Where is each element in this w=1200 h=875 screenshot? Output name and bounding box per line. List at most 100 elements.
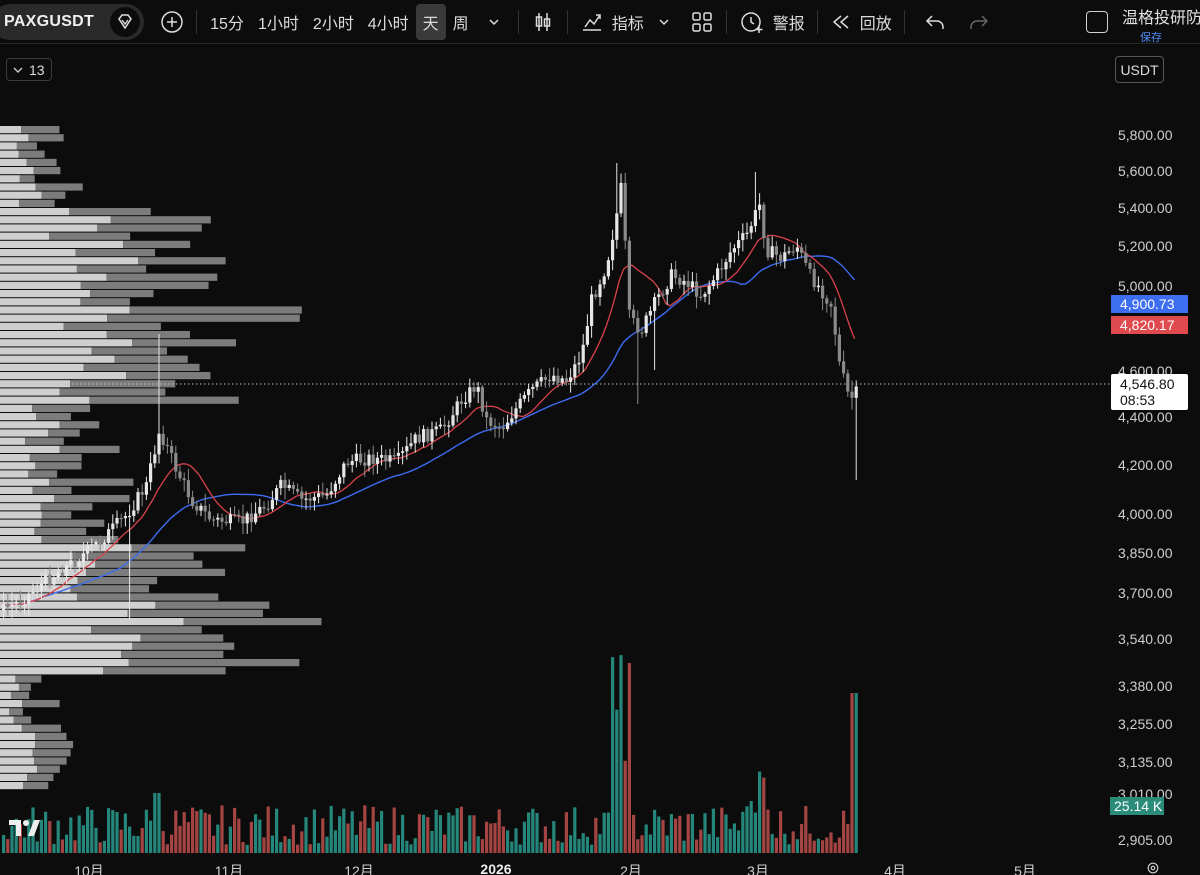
volume-bar	[615, 709, 619, 853]
candle-body	[833, 306, 837, 335]
volume-bar	[707, 834, 711, 853]
replay-button[interactable]: 回放	[824, 4, 898, 40]
volume-bar	[590, 844, 594, 853]
volume-profile-row	[10, 691, 30, 699]
volume-bar	[758, 771, 762, 853]
diamond-icon[interactable]	[110, 6, 141, 37]
add-symbol-button[interactable]	[154, 4, 190, 40]
volume-bar	[459, 806, 463, 853]
volume-bar	[724, 814, 728, 853]
tradingview-logo[interactable]	[9, 818, 45, 843]
volume-bar	[619, 655, 623, 853]
candle-body	[338, 477, 342, 484]
candle-body	[308, 498, 312, 501]
volume-bar	[338, 816, 342, 853]
layout-square-icon[interactable]	[1086, 11, 1108, 33]
volume-profile-row	[0, 708, 10, 716]
currency-selector[interactable]: USDT	[1115, 56, 1164, 83]
volume-profile-row	[0, 331, 107, 339]
volume-bar	[506, 830, 510, 853]
volume-bar	[493, 823, 497, 853]
undo-button[interactable]	[917, 4, 953, 40]
volume-bar	[216, 824, 220, 853]
save-link[interactable]: 保存	[1140, 32, 1162, 44]
volume-bar	[632, 814, 636, 853]
volume-profile-row	[40, 519, 105, 527]
candle-body	[783, 252, 787, 262]
candle-body	[611, 239, 615, 261]
volume-profile-row	[126, 372, 211, 380]
candle-body	[207, 511, 211, 520]
timeframe-2h[interactable]: 2小时	[312, 15, 354, 33]
brand-area[interactable]: 温格投研防 保存	[1122, 4, 1200, 45]
candle-body	[758, 204, 762, 211]
volume-profile-row	[75, 249, 156, 257]
volume-tag: 25.14 K	[1110, 797, 1164, 815]
timeframe-1h[interactable]: 1小时	[257, 15, 299, 33]
volume-bar	[527, 812, 531, 853]
candle-body	[287, 484, 291, 489]
volume-profile-row	[41, 191, 66, 199]
indicators-dropdown[interactable]	[650, 4, 678, 40]
timeframe-4h[interactable]: 4小时	[367, 15, 409, 33]
volume-bar	[354, 834, 358, 853]
timeframe-15m[interactable]: 15分	[210, 15, 244, 33]
volume-bar	[296, 844, 300, 853]
candle-body	[850, 391, 854, 398]
volume-profile-row	[32, 404, 91, 412]
candle-body	[846, 373, 850, 392]
volume-bar	[678, 815, 682, 853]
volume-bar	[598, 834, 602, 853]
volume-bar	[191, 807, 195, 853]
volume-profile-row	[0, 568, 87, 576]
volume-profile-row	[25, 437, 64, 445]
alert-button[interactable]: 警报	[733, 4, 811, 40]
volume-bar	[157, 793, 161, 853]
volume-profile-row	[0, 478, 50, 486]
indicators-button[interactable]: 指标	[574, 4, 650, 40]
time-label: 5月	[1014, 863, 1036, 875]
timeframe-day[interactable]: 天	[415, 3, 446, 40]
layouts-button[interactable]	[684, 4, 720, 40]
candle-body	[842, 361, 846, 374]
candle-body	[123, 516, 127, 519]
volume-bar	[711, 808, 715, 853]
volume-bar	[627, 662, 631, 853]
volume-bar	[581, 833, 585, 853]
candle-body	[816, 285, 820, 288]
candle-body	[606, 260, 610, 277]
candle-body	[665, 288, 669, 295]
timeframe-dropdown[interactable]	[476, 4, 512, 40]
gear-icon[interactable]	[1143, 860, 1163, 875]
divider	[566, 9, 568, 34]
candle-body	[56, 572, 60, 578]
candle-body	[405, 446, 409, 452]
candle-body	[312, 496, 316, 501]
volume-profile-row	[15, 675, 42, 683]
candle-body	[329, 491, 333, 495]
volume-profile-row	[0, 585, 71, 593]
candle-body	[233, 514, 237, 516]
volume-bar	[128, 826, 132, 853]
timeframe-week[interactable]: 周	[452, 15, 469, 33]
candle-body	[514, 408, 518, 419]
volume-profile-row	[0, 716, 14, 724]
volume-bar	[548, 838, 552, 853]
symbol-search[interactable]: PAXGUSDT	[0, 3, 145, 40]
candle-body	[128, 515, 132, 518]
redo-button[interactable]	[961, 4, 997, 40]
indicators-collapse-button[interactable]: 13	[6, 58, 52, 81]
candle-body	[317, 493, 321, 497]
candle-body	[518, 398, 522, 409]
brand-name[interactable]: 温格投研防	[1122, 10, 1200, 27]
volume-bar	[804, 806, 808, 853]
candle-body	[275, 488, 279, 500]
volume-profile-row	[95, 560, 203, 568]
candle-body	[695, 281, 699, 297]
volume-profile-row	[48, 429, 80, 437]
chart-type-button[interactable]	[525, 4, 561, 40]
volume-bar	[86, 806, 90, 853]
symbol-name[interactable]: PAXGUSDT	[4, 12, 95, 30]
volume-bar	[56, 820, 60, 853]
